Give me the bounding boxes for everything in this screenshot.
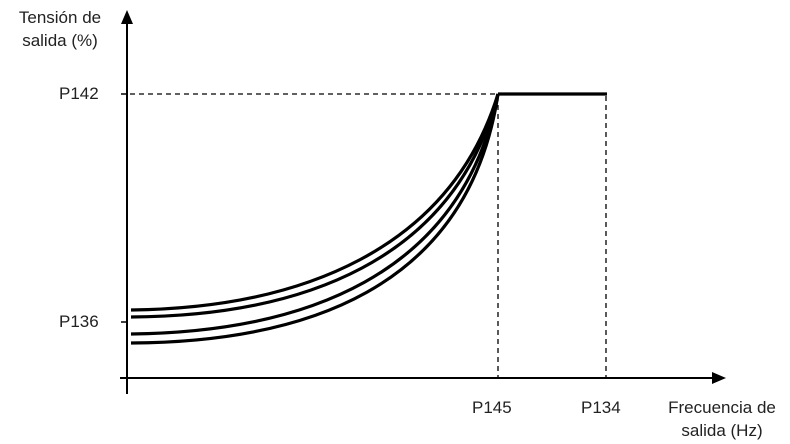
y-axis-arrowhead [121, 10, 133, 24]
x-axis-label: Frecuencia de salida (Hz) [668, 398, 776, 440]
y-axis-label: Tensión de salida (%) [18, 8, 102, 50]
y-tick-label-p142: P142 [59, 84, 99, 103]
curve-family [130, 93, 500, 345]
y-tick-label-p136: P136 [59, 312, 99, 331]
vf-curve [130, 93, 500, 336]
vf-curve [130, 93, 500, 345]
x-tick-label-p145: P145 [472, 398, 512, 417]
x-tick-label-p134: P134 [581, 398, 621, 417]
x-axis-arrowhead [712, 372, 726, 384]
vf-curve [130, 93, 500, 319]
vf-curve [130, 93, 500, 312]
